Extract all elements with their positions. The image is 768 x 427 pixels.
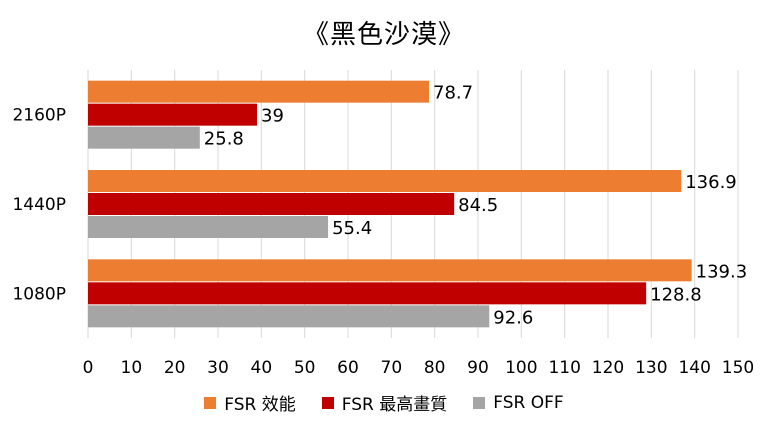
bar xyxy=(88,282,647,305)
x-tick-label: 70 xyxy=(381,358,403,378)
data-label: 78.7 xyxy=(433,83,473,104)
bar xyxy=(88,193,455,215)
legend-item: FSR 效能 xyxy=(204,390,296,415)
x-tick-label: 30 xyxy=(207,358,229,378)
bar-chart: 0 10 20 30 40 50 60 70 80 90 100 110 120 130 140 150 216… xyxy=(12,70,754,378)
data-label: 139.3 xyxy=(696,261,748,282)
x-tick-label: 110 xyxy=(548,358,580,378)
legend-item: FSR 最高畫質 xyxy=(321,390,448,415)
legend-swatch xyxy=(473,396,486,409)
x-tick-label: 40 xyxy=(251,358,273,378)
bar xyxy=(88,80,430,103)
bar xyxy=(88,170,682,192)
data-label: 84.5 xyxy=(458,195,498,216)
legend-item: FSR OFF xyxy=(473,390,564,415)
bar xyxy=(88,126,200,149)
x-tick-label: 50 xyxy=(294,358,316,378)
legend: FSR 效能 FSR 最高畫質 FSR OFF xyxy=(0,390,768,415)
x-tick-label: 130 xyxy=(635,358,667,378)
bar xyxy=(88,216,329,238)
x-tick-label: 60 xyxy=(337,358,359,378)
chart-title: 《黑色沙漠》 xyxy=(302,20,465,50)
data-label: 55.4 xyxy=(332,218,372,239)
x-tick-label: 100 xyxy=(505,358,537,378)
x-tick-label: 0 xyxy=(83,358,94,378)
bar xyxy=(88,103,257,126)
x-tick-label: 120 xyxy=(592,358,624,378)
legend-label: FSR OFF xyxy=(493,392,564,413)
bar xyxy=(88,305,490,328)
legend-swatch xyxy=(321,396,334,409)
category-label: 2160P xyxy=(12,106,66,126)
legend-label: FSR 效能 xyxy=(224,395,296,415)
x-tick-label: 150 xyxy=(722,358,754,378)
legend-label: FSR 最高畫質 xyxy=(341,395,448,415)
x-tick-label: 90 xyxy=(467,358,489,378)
bar xyxy=(88,259,692,282)
data-label: 39 xyxy=(261,106,284,127)
legend-swatch xyxy=(204,396,217,409)
category-label: 1080P xyxy=(12,284,66,304)
data-label: 128.8 xyxy=(650,284,702,305)
category-label: 1440P xyxy=(12,195,66,215)
x-tick-label: 80 xyxy=(424,358,446,378)
x-tick-label: 140 xyxy=(678,358,710,378)
x-tick-label: 20 xyxy=(164,358,186,378)
data-label: 25.8 xyxy=(204,129,244,150)
x-tick-label: 10 xyxy=(121,358,143,378)
data-label: 92.6 xyxy=(493,307,533,328)
data-label: 136.9 xyxy=(685,172,737,193)
